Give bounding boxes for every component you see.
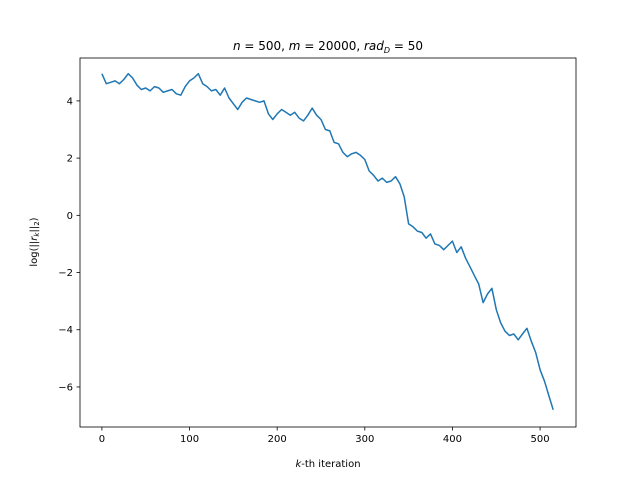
xlabel-text: -th iteration (301, 459, 360, 470)
y-axis: −6 −4 −2 0 2 4 (58, 96, 80, 393)
series-line (101, 72, 554, 411)
plot-area (101, 72, 554, 411)
title-rad-value: = 50 (390, 39, 423, 53)
y-tick-label: 4 (67, 96, 73, 107)
xlabel-k: k (295, 459, 302, 470)
title-m-value: = 20000, (301, 39, 365, 53)
y-tick-label: −4 (58, 325, 73, 336)
x-tick-label: 500 (531, 434, 550, 445)
y-tick-label: 0 (67, 211, 73, 222)
ylabel-r: r (29, 236, 40, 241)
title-rad: rad (364, 39, 384, 53)
x-tick-label: 100 (180, 434, 199, 445)
x-tick-label: 200 (268, 434, 287, 445)
y-tick-label: −2 (58, 268, 73, 279)
title-n-value: = 500, (241, 39, 289, 53)
x-tick-label: 0 (99, 434, 105, 445)
ylabel-norm-subscript: 2 (33, 221, 41, 225)
y-axis-label: log(||rk||2) (29, 217, 41, 266)
y-tick-label: 2 (67, 154, 73, 165)
title-m: m (289, 39, 301, 53)
x-axis: 0 100 200 300 400 500 (99, 427, 550, 445)
ylabel-norm-bars: || (29, 226, 40, 233)
x-axis-label: k-th iteration (295, 459, 360, 470)
chart-title: n = 500, m = 20000, radD = 50 (233, 39, 423, 55)
axes-frame (79, 57, 577, 428)
ylabel-log: log(|| (29, 241, 40, 267)
title-n: n (233, 39, 241, 53)
x-tick-label: 400 (443, 434, 462, 445)
y-tick-label: −6 (58, 382, 73, 393)
ylabel-r-subscript: k (33, 232, 41, 237)
ylabel-close: ) (29, 217, 40, 221)
x-tick-label: 300 (355, 434, 374, 445)
title-rad-subscript: D (384, 46, 390, 55)
